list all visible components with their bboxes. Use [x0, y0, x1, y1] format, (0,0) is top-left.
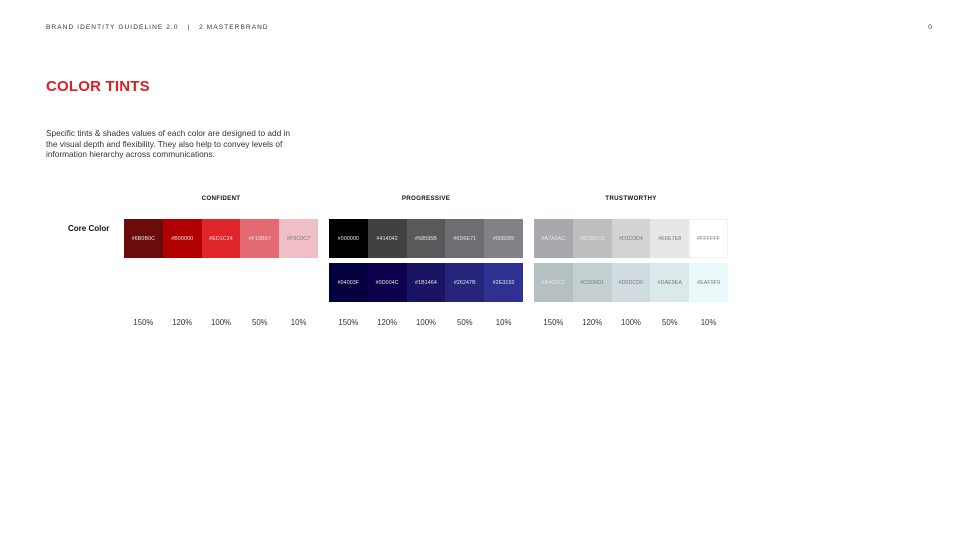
header-left: BRAND IDENTITY GUIDELINE 2.0 | 2 MASTERB… [46, 24, 269, 31]
swatch-row-progressive-1: #000000 #414042 #58595B #6D6E71 #808285 [329, 219, 523, 258]
color-swatch: #DAE9EA [650, 263, 690, 302]
page-description: Specific tints & shades values of each c… [46, 128, 290, 160]
color-swatch: #6D6E71 [445, 219, 485, 258]
color-swatch: #000000 [329, 219, 368, 258]
percent-row-progressive: 150% 120% 100% 50% 10% [329, 318, 523, 327]
percent-label: 10% [290, 318, 307, 327]
color-swatch: #EAF9F9 [689, 263, 728, 302]
color-swatch: #6B0B0C [124, 219, 163, 258]
color-swatch: #F15B67 [240, 219, 280, 258]
color-swatch: #D1D3D4 [611, 219, 651, 258]
swatch-row-progressive-2: #04003F #0D004C #1B1464 #26247B #2E3192 [329, 263, 523, 302]
color-swatch: #58595B [406, 219, 446, 258]
color-swatch: #808285 [484, 219, 523, 258]
group-title-progressive: PROGRESSIVE [401, 195, 451, 202]
color-swatch: #26247B [445, 263, 485, 302]
percent-label: 100% [416, 318, 436, 327]
color-swatch: #0D004C [367, 263, 407, 302]
percent-label: 100% [211, 318, 231, 327]
color-swatch: #B00000 [162, 219, 202, 258]
percent-label: 120% [172, 318, 193, 327]
color-swatch: #B4C0C1 [534, 263, 573, 302]
core-color-label: Core Color [68, 224, 110, 233]
section-name: 2 MASTERBRAND [199, 24, 269, 31]
color-swatch: #ED1C24 [201, 219, 241, 258]
color-swatch: #414042 [367, 219, 407, 258]
color-swatch: #F9C0C7 [279, 219, 318, 258]
page-number: 0 [928, 24, 933, 31]
color-swatch: #04003F [329, 263, 368, 302]
swatch-row-trustworthy-1: #A7A9AC #BCBEC0 #D1D3D4 #E6E7E8 #FFFFFF [534, 219, 728, 258]
percent-label: 50% [456, 318, 473, 327]
group-title-trustworthy: TRUSTWORTHY [605, 195, 657, 202]
color-swatch: #D0DCDF [611, 263, 651, 302]
color-swatch: #E6E7E8 [650, 219, 690, 258]
percent-label: 10% [700, 318, 717, 327]
swatch-row-confident-1: #6B0B0C #B00000 #ED1C24 #F15B67 #F9C0C7 [124, 219, 318, 258]
percent-label: 100% [621, 318, 641, 327]
group-title-confident: CONFIDENT [201, 195, 241, 202]
page-title: COLOR TINTS [46, 78, 150, 95]
color-swatch: #A7A9AC [534, 219, 573, 258]
percent-label: 50% [251, 318, 268, 327]
color-swatch: #1B1464 [406, 263, 446, 302]
percent-label: 120% [582, 318, 603, 327]
color-swatch: #C5D0D1 [572, 263, 612, 302]
percent-label: 150% [543, 318, 564, 327]
doc-title: BRAND IDENTITY GUIDELINE 2.0 [46, 24, 179, 31]
percent-label: 10% [495, 318, 512, 327]
percent-label: 150% [133, 318, 154, 327]
percent-label: 150% [338, 318, 359, 327]
page-header: BRAND IDENTITY GUIDELINE 2.0 | 2 MASTERB… [46, 24, 933, 34]
percent-row-trustworthy: 150% 120% 100% 50% 10% [534, 318, 728, 327]
percent-row-confident: 150% 120% 100% 50% 10% [124, 318, 318, 327]
header-separator: | [187, 24, 191, 31]
percent-label: 120% [377, 318, 398, 327]
percent-label: 50% [661, 318, 678, 327]
swatch-row-trustworthy-2: #B4C0C1 #C5D0D1 #D0DCDF #DAE9EA #EAF9F9 [534, 263, 728, 302]
color-swatch: #2E3192 [484, 263, 523, 302]
color-swatch: #BCBEC0 [572, 219, 612, 258]
color-swatch: #FFFFFF [689, 219, 728, 258]
